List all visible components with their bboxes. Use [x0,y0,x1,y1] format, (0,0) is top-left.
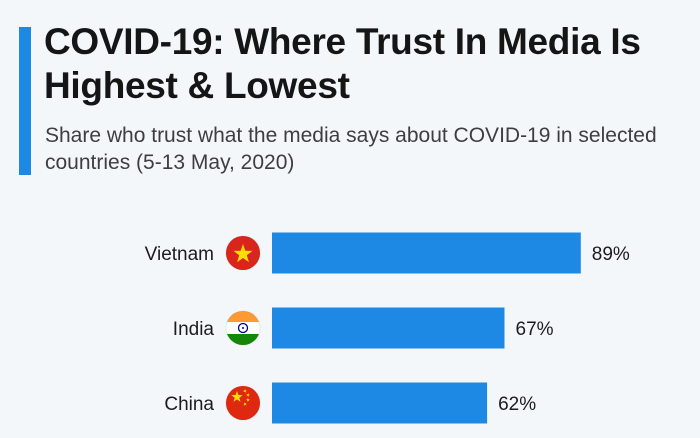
chart-title: COVID-19: Where Trust In Media Is Highes… [44,21,641,106]
category-label: China [164,394,214,415]
category-label: Vietnam [145,244,214,265]
chart-subtitle: Share who trust what the media says abou… [45,124,657,174]
india-flag-icon [225,310,261,346]
category-label: India [173,319,215,340]
vietnam-flag-icon [225,235,261,271]
value-label: 89% [592,244,630,265]
bar-vietnam [272,232,581,274]
value-label: 67% [516,319,554,340]
value-label: 62% [498,394,536,415]
china-flag-icon [225,385,261,421]
title-accent-bar [19,27,31,175]
bar-india [272,307,505,349]
bar-china [272,382,488,424]
